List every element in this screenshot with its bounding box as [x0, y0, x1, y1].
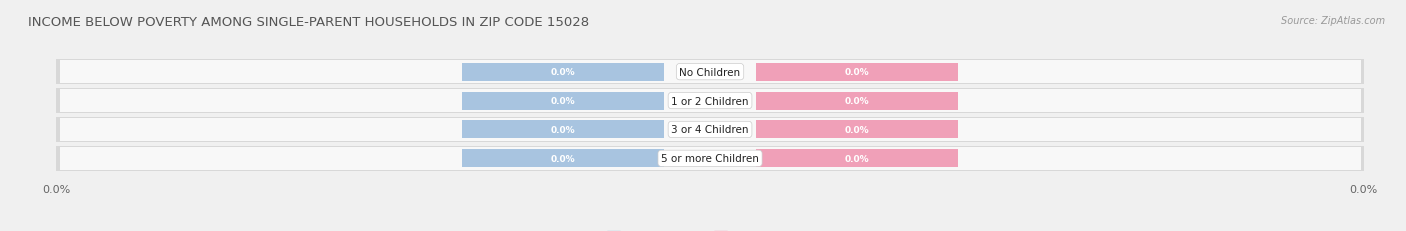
Text: 3 or 4 Children: 3 or 4 Children — [671, 125, 749, 135]
Bar — [56, 117, 1364, 142]
Text: 0.0%: 0.0% — [845, 125, 869, 134]
Text: 5 or more Children: 5 or more Children — [661, 154, 759, 164]
Bar — [461, 150, 664, 167]
Bar — [56, 60, 1364, 85]
Bar — [59, 90, 1361, 113]
Text: Source: ZipAtlas.com: Source: ZipAtlas.com — [1281, 16, 1385, 26]
Bar — [59, 118, 1361, 141]
Bar — [461, 92, 664, 110]
Text: 0.0%: 0.0% — [551, 154, 575, 163]
Bar — [756, 150, 959, 167]
Bar — [59, 147, 1361, 170]
Text: INCOME BELOW POVERTY AMONG SINGLE-PARENT HOUSEHOLDS IN ZIP CODE 15028: INCOME BELOW POVERTY AMONG SINGLE-PARENT… — [28, 16, 589, 29]
Text: 0.0%: 0.0% — [551, 68, 575, 77]
Bar — [461, 121, 664, 139]
Text: 0.0%: 0.0% — [551, 125, 575, 134]
Legend: Single Father, Single Mother: Single Father, Single Mother — [603, 227, 817, 231]
Text: No Children: No Children — [679, 67, 741, 77]
Text: 0.0%: 0.0% — [551, 97, 575, 106]
Text: 1 or 2 Children: 1 or 2 Children — [671, 96, 749, 106]
Bar — [59, 61, 1361, 84]
Text: 0.0%: 0.0% — [845, 97, 869, 106]
Bar — [756, 92, 959, 110]
Bar — [56, 146, 1364, 171]
Bar — [461, 64, 664, 81]
Text: 0.0%: 0.0% — [845, 154, 869, 163]
Bar — [756, 121, 959, 139]
Bar — [756, 64, 959, 81]
Bar — [56, 89, 1364, 114]
Text: 0.0%: 0.0% — [845, 68, 869, 77]
